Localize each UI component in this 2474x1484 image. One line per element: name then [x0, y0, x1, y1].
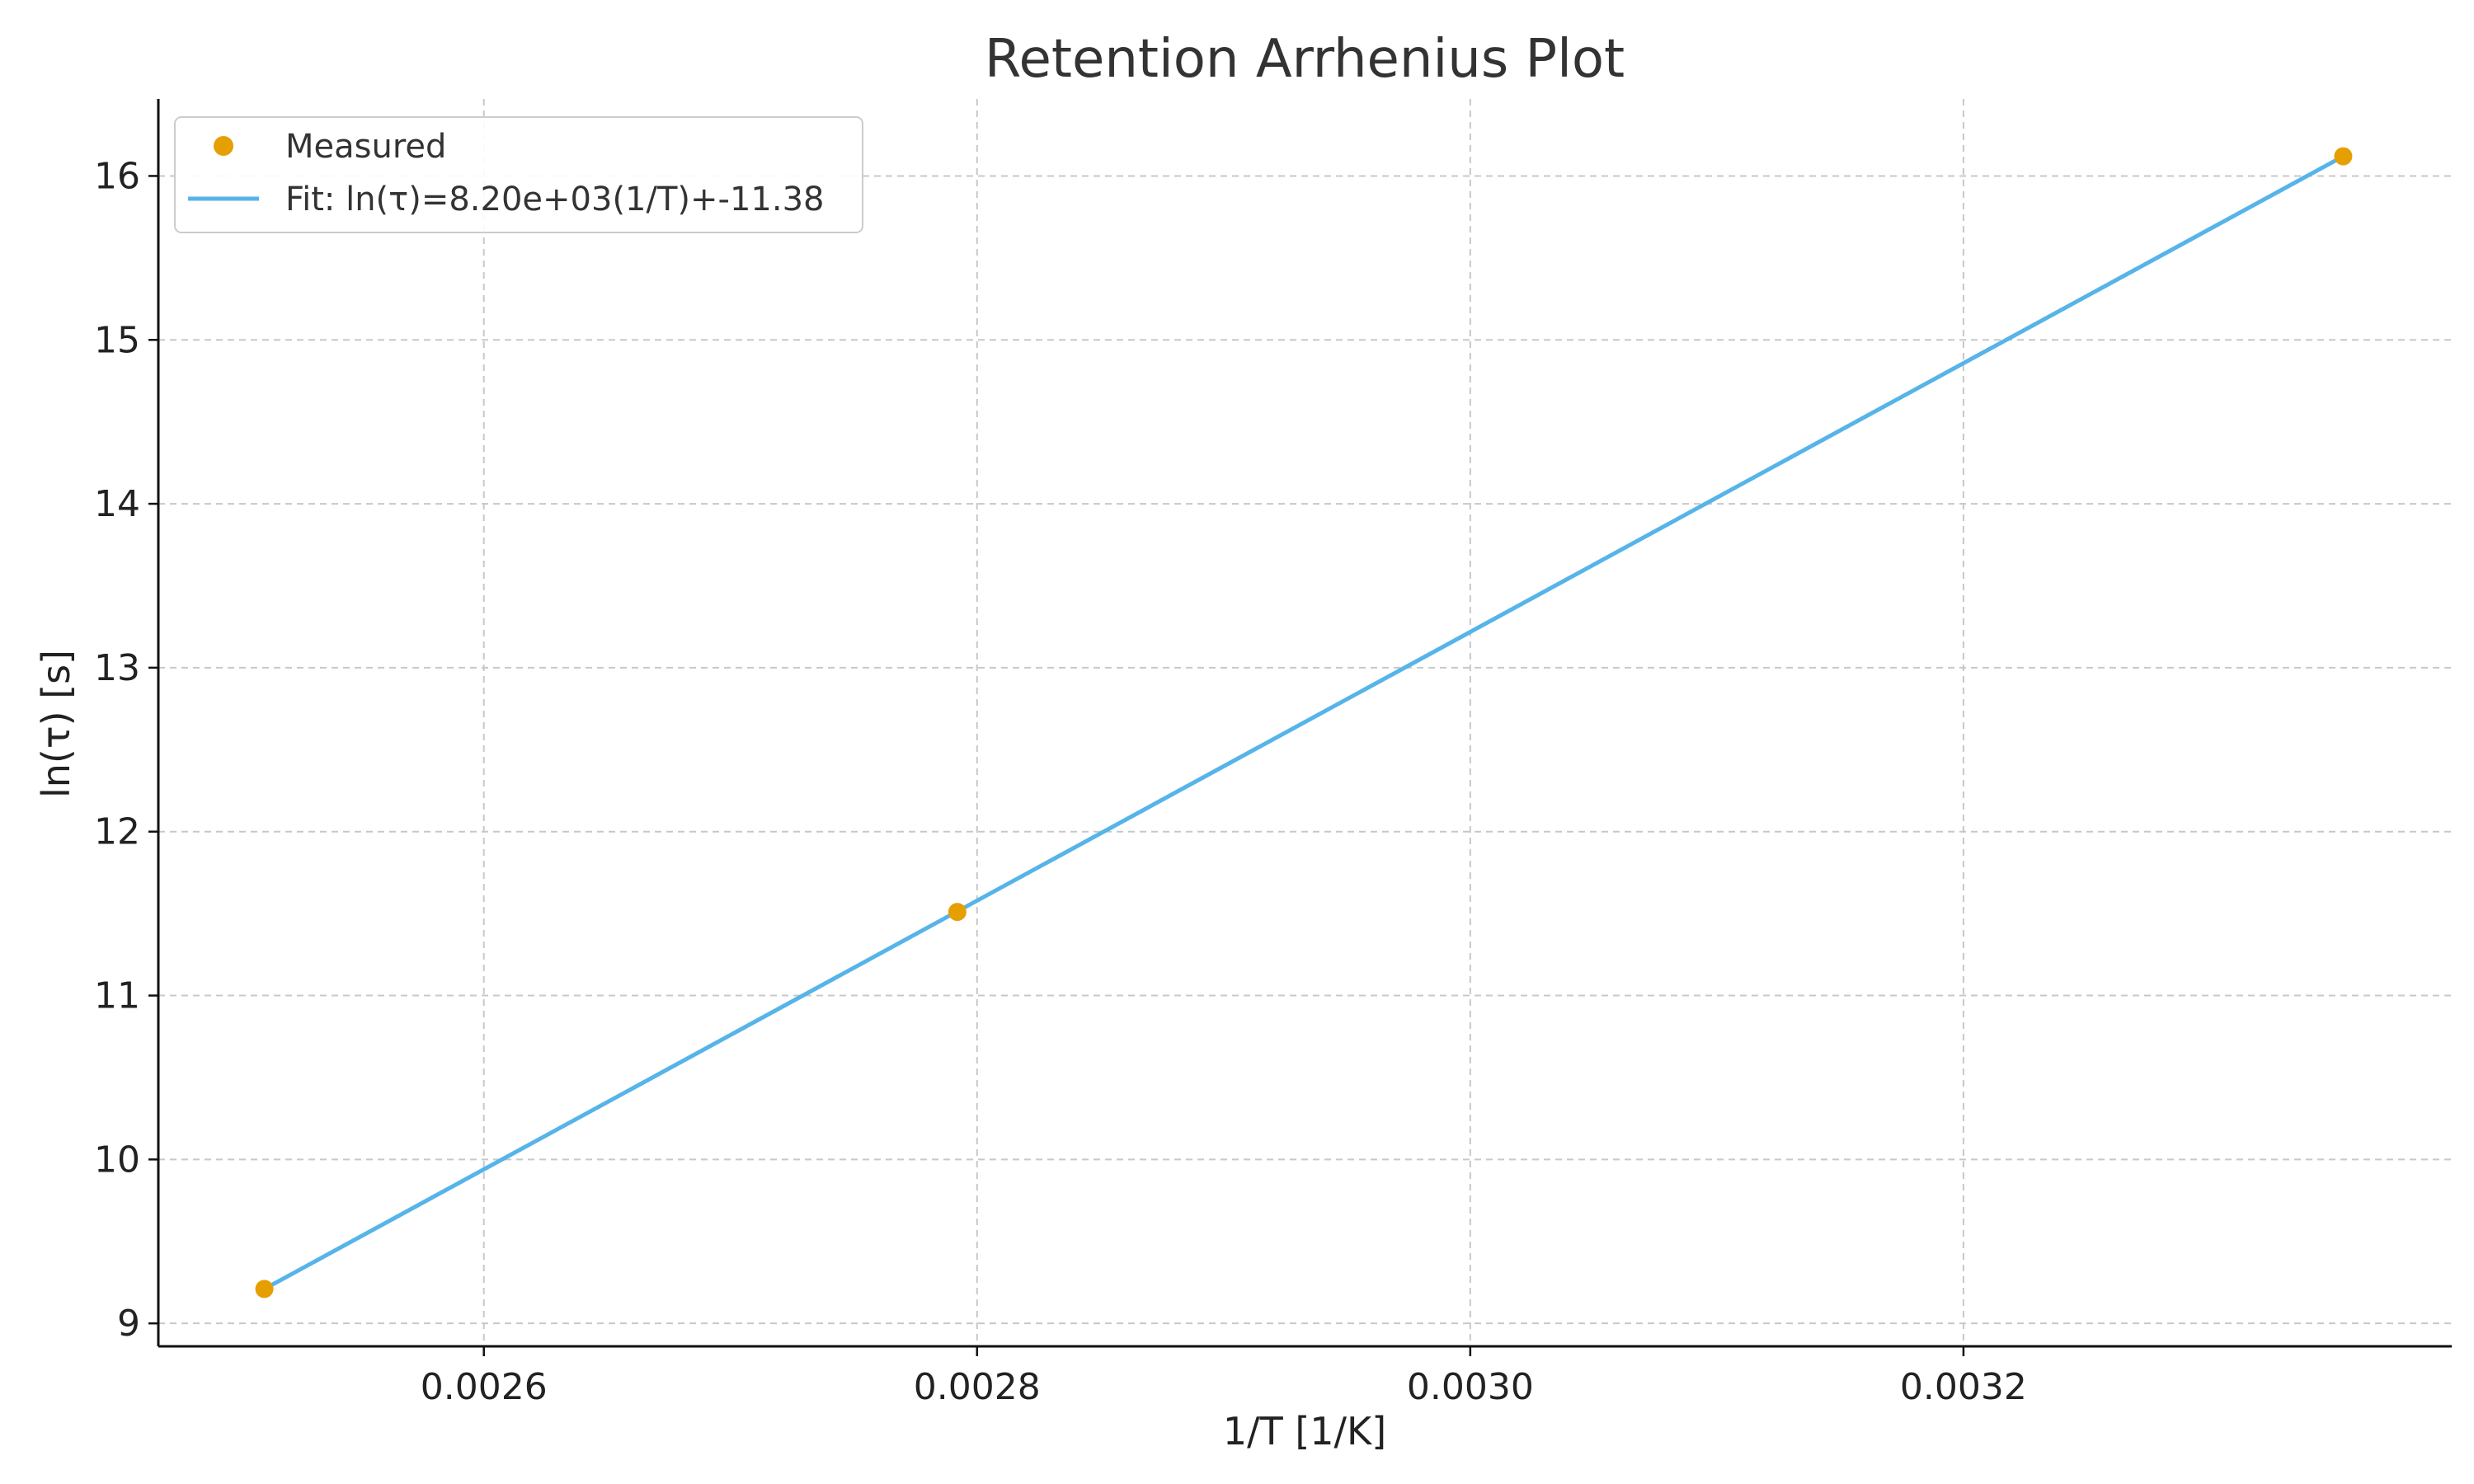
chart-title: Retention Arrhenius Plot	[985, 29, 1625, 90]
legend-label-fit: Fit: ln(τ)=8.20e+03(1/T)+-11.38	[285, 181, 824, 218]
y-axis-label: ln(τ) [s]	[34, 650, 78, 798]
y-tick-label: 9	[117, 1303, 140, 1345]
axes	[157, 99, 2452, 1348]
fit-line	[262, 154, 2345, 1291]
y-tick-label: 13	[94, 647, 140, 689]
y-tick-label: 15	[94, 319, 140, 361]
x-tick-label: 0.0030	[1407, 1366, 1534, 1408]
measured-point	[948, 903, 967, 922]
legend-label-measured: Measured	[285, 128, 446, 166]
y-tick-label: 10	[94, 1139, 140, 1181]
plot-series	[255, 147, 2353, 1298]
measured-point	[2334, 147, 2353, 166]
legend-box	[174, 116, 863, 233]
grid	[158, 99, 2452, 1346]
x-tick-label: 0.0026	[421, 1366, 548, 1408]
x-tick-label: 0.0028	[914, 1366, 1041, 1408]
x-tick-label: 0.0032	[1900, 1366, 2027, 1408]
y-tick-label: 12	[94, 811, 140, 853]
measured-point	[255, 1280, 274, 1298]
tick-labels: 0.0026 0.0028 0.0030 0.0032 9 10 11 12 13 14 15 16	[94, 155, 2027, 1408]
y-tick-label: 16	[94, 155, 140, 197]
y-tick-label: 14	[94, 483, 140, 525]
legend: Measured Fit: ln(τ)=8.20e+03(1/T)+-11.38	[174, 116, 863, 233]
x-axis-label: 1/T [1/K]	[1223, 1409, 1386, 1453]
legend-marker-measured	[214, 136, 233, 156]
y-tick-label: 11	[94, 975, 140, 1017]
